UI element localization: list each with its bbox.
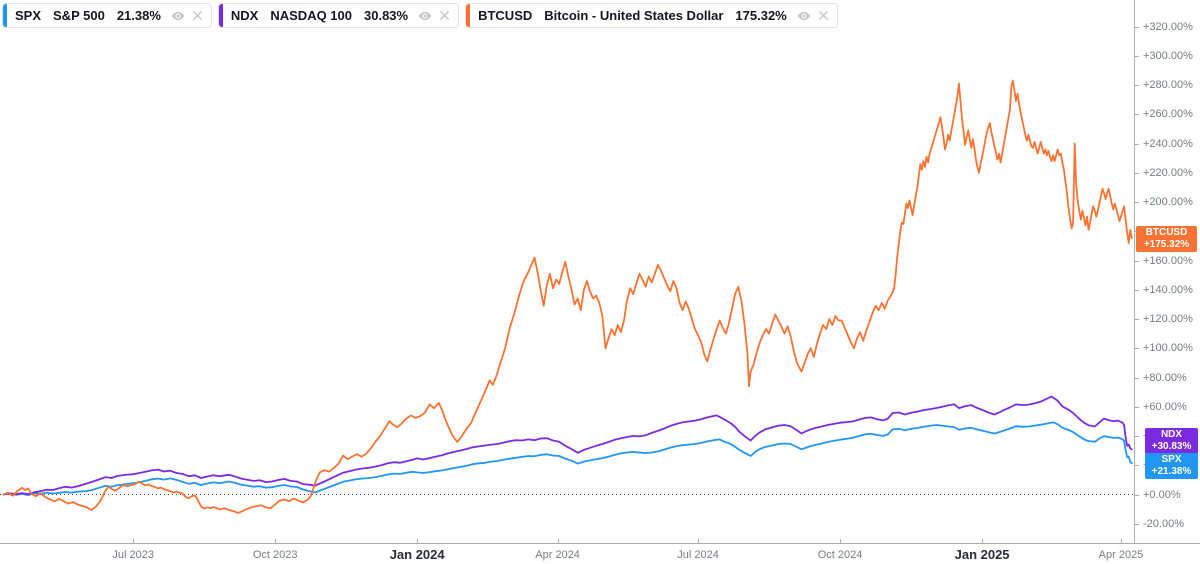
y-axis-label: +280.00%	[1143, 79, 1193, 91]
y-axis-label: +120.00%	[1143, 313, 1193, 325]
spx-color-bar	[3, 4, 7, 27]
legend-change-value: 30.83%	[364, 8, 409, 23]
y-axis-tick	[1135, 465, 1139, 467]
spx-badge-value: +21.38%	[1151, 466, 1192, 477]
price-chart-canvas[interactable]	[0, 0, 1134, 543]
y-axis-label: +320.00%	[1143, 20, 1193, 33]
close-icon[interactable]	[818, 10, 829, 21]
x-axis-label: Apr 2024	[535, 549, 580, 561]
close-icon[interactable]	[439, 10, 450, 21]
ndx-price-badge: NDX +30.83%	[1145, 428, 1198, 454]
y-axis-tick	[1135, 377, 1139, 379]
y-axis-tick	[1135, 114, 1139, 116]
y-axis-label: +0.00%	[1143, 488, 1181, 501]
y-axis-tick	[1135, 26, 1139, 28]
y-axis-label: +300.00%	[1143, 49, 1193, 62]
legend-symbol-name: NASDAQ 100	[270, 8, 352, 23]
x-axis-label: Jul 2024	[677, 549, 719, 561]
y-axis-tick	[1135, 494, 1139, 496]
legend-ticker: BTCUSD	[478, 8, 533, 23]
x-axis-tick	[840, 539, 842, 544]
chart-pane[interactable]	[0, 0, 1134, 543]
x-axis-tick	[417, 539, 419, 544]
y-axis-tick	[1135, 202, 1139, 203]
legend-symbol-name: Bitcoin - United States Dollar	[544, 8, 724, 23]
y-axis-tick	[1135, 348, 1139, 350]
spx-price-badge: SPX +21.38%	[1145, 453, 1198, 479]
btcusd-line[interactable]	[2, 79, 1133, 514]
y-axis-label: +260.00%	[1143, 108, 1193, 121]
btcusd-badge-ticker: BTCUSD	[1145, 227, 1188, 238]
y-axis-tick	[1135, 85, 1139, 86]
legend-symbol-name: S&P 500	[53, 8, 105, 23]
x-axis-tick	[133, 539, 135, 544]
y-axis-label: +60.00%	[1143, 400, 1187, 413]
symbol-legend: SPX S&P 500 21.38% NDX NASDAQ 100 30.83%	[2, 3, 838, 28]
x-axis-tick	[982, 539, 984, 544]
x-axis-label: Jan 2025	[954, 547, 1010, 562]
legend-change-value: 21.38%	[116, 8, 161, 23]
price-scale[interactable]: +320.00% +300.00% +280.00% +260.00% +240.00%…	[1134, 0, 1200, 543]
legend-item-btcusd[interactable]: BTCUSD Bitcoin - United States Dollar 17…	[465, 3, 838, 28]
y-axis-tick	[1135, 319, 1139, 320]
y-axis-tick	[1135, 523, 1139, 525]
eye-icon[interactable]	[797, 10, 811, 22]
y-axis-tick	[1135, 436, 1139, 437]
eye-icon[interactable]	[171, 10, 185, 22]
legend-ticker: SPX	[15, 8, 42, 23]
x-axis-tick	[1120, 539, 1122, 544]
x-axis-tick	[275, 539, 277, 544]
spx-line[interactable]	[2, 421, 1133, 497]
ndx-badge-value: +30.83%	[1151, 441, 1192, 452]
btcusd-color-bar	[466, 4, 471, 27]
y-axis-label: +140.00%	[1143, 283, 1193, 296]
x-axis-tick	[557, 539, 559, 544]
y-axis-tick	[1135, 143, 1139, 145]
spx-badge-ticker: SPX	[1161, 454, 1182, 465]
x-axis-label: Oct 2024	[817, 549, 863, 561]
y-axis-label: +160.00%	[1143, 254, 1193, 267]
btcusd-badge-value: +175.32%	[1143, 239, 1190, 250]
y-axis-label: +220.00%	[1143, 166, 1193, 179]
time-scale[interactable]: Jul 2023 Oct 2023 Jan 2024 Apr 2024 Jul 2024…	[0, 539, 1200, 564]
legend-item-ndx[interactable]: NDX NASDAQ 100 30.83%	[217, 3, 460, 28]
y-axis-tick	[1135, 289, 1139, 291]
legend-item-spx[interactable]: SPX S&P 500 21.38%	[2, 3, 212, 28]
close-icon[interactable]	[192, 10, 203, 21]
x-axis-label: Jul 2023	[112, 549, 154, 561]
legend-ticker: NDX	[230, 8, 259, 23]
y-axis-label: -20.00%	[1143, 517, 1184, 530]
y-axis-tick	[1135, 406, 1139, 408]
y-axis-label: +100.00%	[1143, 342, 1193, 355]
legend-change-value: 175.32%	[735, 8, 787, 23]
y-axis-label: +240.00%	[1143, 137, 1193, 150]
ndx-line[interactable]	[2, 395, 1133, 496]
y-axis-label: +80.00%	[1143, 371, 1187, 384]
btcusd-price-badge: BTCUSD +175.32%	[1136, 226, 1197, 252]
x-axis-label: Jan 2024	[389, 547, 445, 562]
x-axis-tick	[698, 539, 700, 544]
y-axis-tick	[1135, 260, 1139, 262]
y-axis-tick	[1135, 55, 1139, 57]
ndx-badge-ticker: NDX	[1160, 429, 1183, 440]
eye-icon[interactable]	[418, 10, 432, 22]
y-axis-tick	[1135, 172, 1139, 174]
ndx-color-bar	[218, 4, 223, 27]
x-axis-label: Apr 2025	[1098, 549, 1144, 561]
y-axis-label: +200.00%	[1143, 196, 1193, 208]
x-axis-label: Oct 2023	[252, 549, 298, 561]
